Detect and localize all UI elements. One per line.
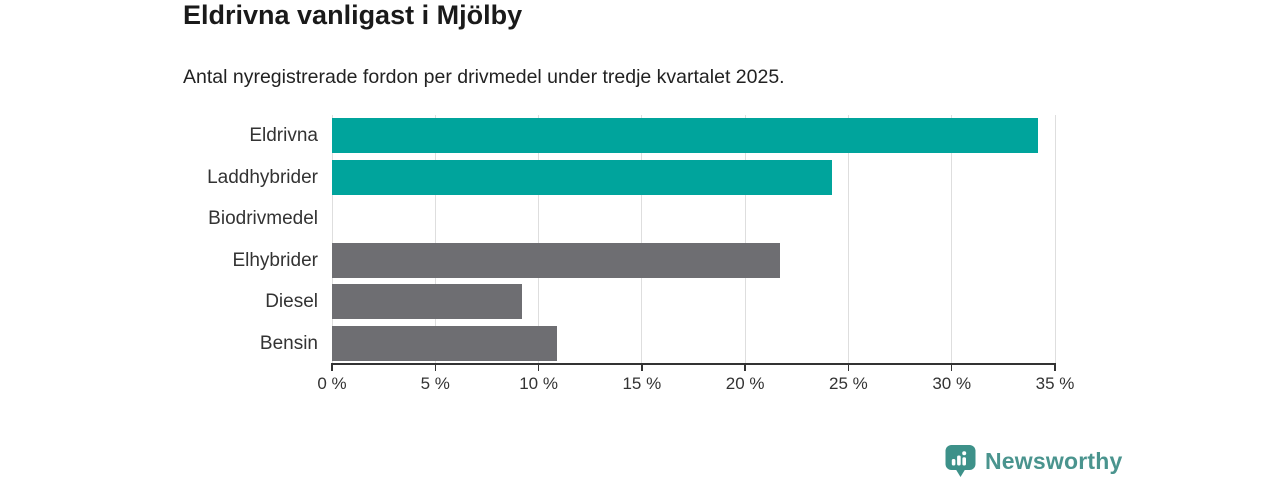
gridline <box>641 115 643 363</box>
x-tick-label: 20 % <box>725 374 765 393</box>
gridline <box>847 115 849 363</box>
x-tick-label: 35 % <box>1035 374 1075 393</box>
x-tick-label: 5 % <box>420 374 450 393</box>
category-label: Diesel <box>265 291 318 312</box>
category-label: Laddhybrider <box>207 166 318 188</box>
x-tick <box>744 365 746 371</box>
x-tick <box>1054 365 1056 371</box>
chart-subtitle: Antal nyregistrerade fordon per drivmede… <box>183 66 785 88</box>
x-tick-label: 30 % <box>932 374 972 393</box>
gridline <box>331 115 333 363</box>
bar <box>332 118 1039 154</box>
gridline <box>538 115 540 363</box>
x-tick <box>641 365 643 371</box>
chart-title: Eldrivna vanligast i Mjölby <box>183 0 523 30</box>
category-label: Biodrivmedel <box>208 208 318 229</box>
x-tick-label: 0 % <box>317 374 347 393</box>
x-axis-line <box>331 363 1056 365</box>
x-tick-label: 10 % <box>519 374 558 393</box>
gridline <box>744 115 746 363</box>
category-label: Eldrivna <box>249 125 318 146</box>
newsworthy-logo: Newsworthy <box>944 444 1122 478</box>
x-tick <box>950 365 953 371</box>
x-tick <box>847 365 850 371</box>
newsworthy-logo-text: Newsworthy <box>985 447 1123 474</box>
bar <box>332 284 523 320</box>
x-tick <box>537 365 540 371</box>
x-tick-label: 15 % <box>622 374 662 393</box>
bar <box>332 325 558 361</box>
gridline <box>434 115 436 363</box>
x-tick <box>434 365 437 371</box>
category-label: Elhybrider <box>232 249 318 271</box>
x-tick-label: 25 % <box>829 374 868 393</box>
category-label: Bensin <box>259 332 318 354</box>
bar <box>332 242 781 278</box>
gridline <box>1054 115 1056 363</box>
x-tick <box>331 365 333 371</box>
bar <box>332 159 832 195</box>
gridline <box>951 115 953 363</box>
newsworthy-chart-bubble-icon <box>945 445 976 477</box>
